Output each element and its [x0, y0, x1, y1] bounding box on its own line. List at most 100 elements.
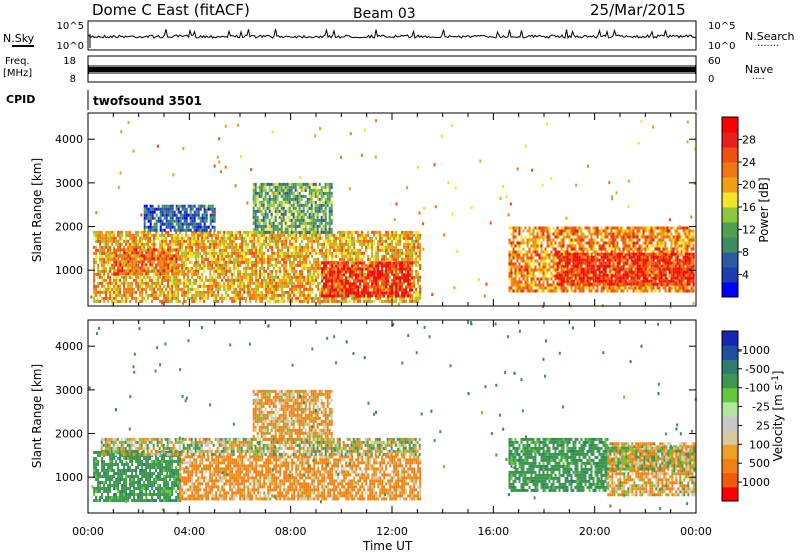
- power-cell: [237, 245, 240, 249]
- power-cell: [175, 257, 178, 261]
- power-cell: [241, 233, 244, 237]
- power-cell: [546, 256, 549, 260]
- power-cell: [217, 263, 220, 267]
- power-cell: [149, 260, 152, 264]
- power-cell: [377, 279, 380, 283]
- power-cell: [131, 290, 134, 294]
- power-cell: [125, 230, 128, 234]
- power-cell: [315, 284, 318, 288]
- power-cell: [385, 276, 388, 280]
- power-cell: [313, 239, 316, 243]
- power-cell: [568, 232, 571, 236]
- power-cell: [163, 263, 166, 267]
- power-cell: [536, 268, 539, 272]
- power-cell: [305, 293, 308, 297]
- power-cell: [283, 281, 286, 285]
- power-cell: [323, 264, 326, 268]
- power-cell: [530, 277, 533, 281]
- power-cell: [265, 257, 268, 261]
- power-cell: [393, 299, 396, 303]
- power-cell: [205, 245, 208, 249]
- power-cell: [419, 284, 422, 288]
- power-cell: [219, 296, 222, 300]
- power-cell: [139, 281, 142, 285]
- power-cell: [268, 209, 271, 213]
- power-cell: [395, 276, 398, 280]
- power-cell: [293, 284, 296, 288]
- power-cell: [516, 265, 519, 269]
- power-cell: [280, 230, 283, 234]
- power-cell: [315, 269, 318, 273]
- power-cell: [309, 272, 312, 276]
- power-cell: [289, 245, 292, 249]
- power-cell: [530, 280, 533, 284]
- power-cell: [297, 284, 300, 288]
- noise-right-tick-bottom: 10^0: [708, 41, 735, 52]
- power-cell: [266, 203, 269, 207]
- power-cell: [345, 288, 348, 292]
- power-cell: [141, 230, 144, 234]
- power-cell: [297, 245, 300, 249]
- power-cell: [403, 267, 406, 271]
- power-cell: [262, 188, 265, 192]
- power-cell: [185, 278, 188, 282]
- power-cell: [405, 293, 408, 297]
- power-cell: [93, 299, 96, 303]
- power-cell: [417, 230, 420, 234]
- power-cell: [292, 203, 295, 207]
- power-cell: [550, 271, 553, 275]
- power-cell: [245, 269, 248, 273]
- power-cell: [99, 236, 102, 240]
- power-cell: [510, 283, 513, 287]
- power-cell: [274, 182, 277, 186]
- power-cell: [113, 236, 116, 240]
- power-cell: [584, 226, 587, 230]
- power-cell: [576, 241, 579, 245]
- power-cell: [155, 230, 158, 234]
- power-cell: [395, 254, 398, 258]
- power-cell: [207, 278, 210, 282]
- power-cell: [512, 229, 515, 233]
- power-cell: [117, 293, 120, 297]
- power-cell: [129, 230, 132, 234]
- power-cell: [296, 218, 299, 222]
- power-cell: [201, 266, 204, 270]
- power-cell: [333, 239, 336, 243]
- power-cell: [417, 260, 420, 264]
- power-cell: [335, 266, 338, 270]
- power-cell: [299, 245, 302, 249]
- power-cell: [199, 296, 202, 300]
- power-cell: [403, 279, 406, 283]
- power-cell: [305, 299, 308, 303]
- power-cell: [181, 233, 184, 237]
- power-cell: [397, 257, 400, 261]
- power-cell: [129, 245, 132, 249]
- power-cell: [295, 239, 298, 243]
- power-cell: [101, 266, 104, 270]
- power-cell: [302, 206, 305, 210]
- power-cell: [522, 247, 525, 251]
- power-cell: [159, 245, 162, 249]
- power-cell: [251, 296, 254, 300]
- power-cell: [215, 236, 218, 240]
- power-cell: [530, 265, 533, 269]
- power-cell: [143, 287, 146, 291]
- power-cell: [314, 188, 317, 192]
- power-cell: [125, 254, 128, 258]
- power-cell: [351, 248, 354, 252]
- power-cell: [363, 291, 366, 295]
- power-cell: [327, 236, 330, 240]
- power-cell: [129, 269, 132, 273]
- power-cell: [133, 269, 136, 273]
- power-cell: [282, 203, 285, 207]
- power-cell: [241, 275, 244, 279]
- power-cell: [195, 296, 198, 300]
- power-cell: [522, 283, 525, 287]
- power-cell: [297, 281, 300, 285]
- power-cell: [371, 242, 374, 246]
- power-cell: [302, 203, 305, 207]
- power-cell: [324, 230, 327, 234]
- power-cell: [261, 296, 264, 300]
- power-cell: [147, 272, 150, 276]
